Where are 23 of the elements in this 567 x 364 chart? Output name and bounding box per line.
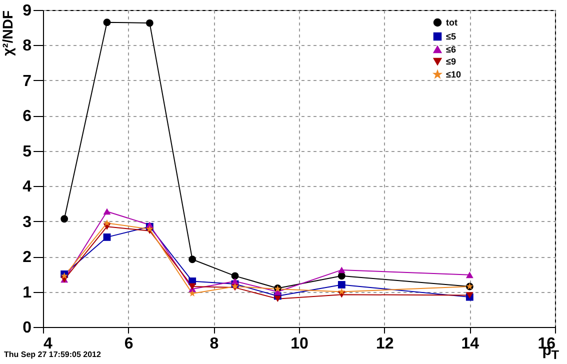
y-axis-title: χ²/NDF — [0, 10, 16, 56]
y-tick-label: 1 — [22, 284, 32, 302]
text: Thu Sep 27 17:59:05 2012 — [4, 350, 101, 359]
y-tick-label: 3 — [22, 214, 32, 231]
x-tick-label: 10 — [290, 336, 308, 352]
legend-label: tot — [446, 18, 458, 28]
x-tick-label: 8 — [210, 336, 219, 352]
y-tick-label: 7 — [22, 72, 32, 90]
legend-label: ≤9 — [446, 56, 456, 66]
y-tick-label: 2 — [22, 249, 32, 266]
y-tick-label: 4 — [22, 178, 32, 196]
legend-label: ≤6 — [446, 44, 456, 54]
x-tick-label: 4 — [44, 336, 52, 352]
y-tick-label: 8 — [22, 38, 32, 55]
y-tick-label: 6 — [22, 108, 32, 126]
legend-label: ≤5 — [446, 32, 456, 42]
x-tick-label: 14 — [461, 336, 480, 352]
y-tick-label: 5 — [22, 143, 32, 160]
x-tick-label: 12 — [376, 336, 394, 352]
y-tick-label: 9 — [22, 2, 32, 20]
legend-label: ≤10 — [446, 70, 461, 80]
x-tick-label: 6 — [124, 336, 134, 352]
y-tick-label: 0 — [22, 320, 32, 336]
